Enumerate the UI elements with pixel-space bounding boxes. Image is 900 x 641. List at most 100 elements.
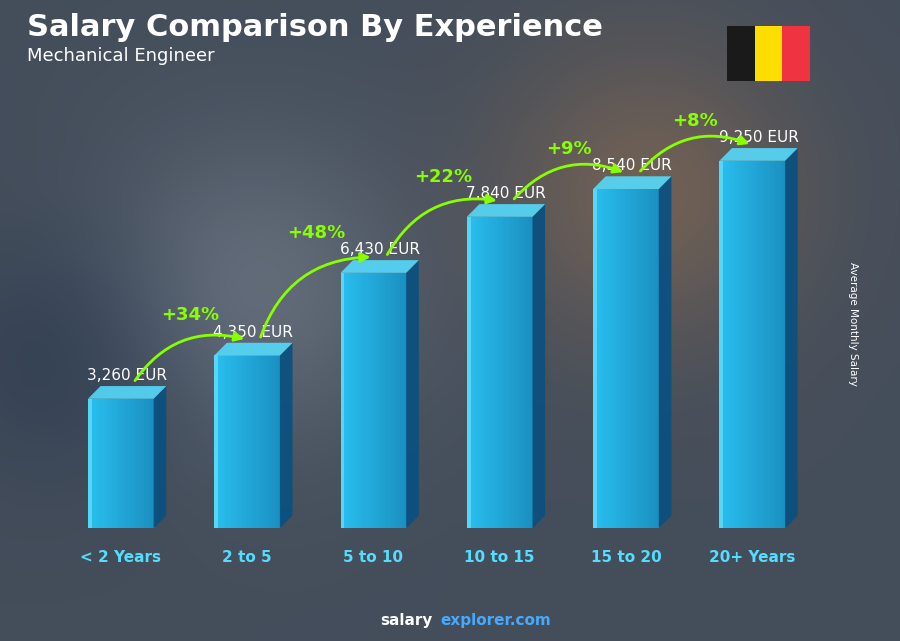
Bar <box>750 161 751 528</box>
Bar <box>654 189 655 528</box>
Bar <box>759 161 760 528</box>
Bar <box>728 161 729 528</box>
Bar <box>470 217 471 528</box>
Bar <box>514 217 515 528</box>
Bar <box>363 273 364 528</box>
Bar <box>779 161 780 528</box>
Bar <box>599 189 600 528</box>
Bar <box>257 356 259 528</box>
Text: explorer.com: explorer.com <box>440 613 551 628</box>
Bar <box>607 189 608 528</box>
Polygon shape <box>593 176 671 189</box>
Bar <box>245 356 246 528</box>
Bar <box>518 217 519 528</box>
Bar <box>501 217 502 528</box>
Bar <box>268 356 269 528</box>
Bar <box>391 273 392 528</box>
Bar <box>741 161 742 528</box>
Bar <box>520 217 521 528</box>
Bar <box>632 189 633 528</box>
Bar <box>506 217 507 528</box>
Text: 15 to 20: 15 to 20 <box>590 550 662 565</box>
Bar <box>219 356 220 528</box>
Bar <box>721 161 722 528</box>
Bar <box>279 356 280 528</box>
Bar <box>349 273 350 528</box>
Bar <box>114 399 115 528</box>
Bar <box>482 217 483 528</box>
Bar <box>631 189 632 528</box>
Bar <box>749 161 750 528</box>
Bar <box>254 356 255 528</box>
Bar <box>377 273 378 528</box>
Bar <box>347 273 348 528</box>
Bar <box>785 161 786 528</box>
Bar <box>758 161 759 528</box>
Bar <box>353 273 354 528</box>
Bar <box>532 217 533 528</box>
Bar <box>527 217 528 528</box>
Bar <box>103 399 104 528</box>
Bar <box>517 217 518 528</box>
Bar <box>481 217 482 528</box>
Bar <box>516 217 517 528</box>
Bar <box>524 217 525 528</box>
Bar <box>730 161 731 528</box>
Bar <box>474 217 475 528</box>
Bar <box>727 161 728 528</box>
Bar <box>394 273 395 528</box>
Bar <box>224 356 225 528</box>
Bar <box>89 399 90 528</box>
Bar <box>653 189 654 528</box>
Bar <box>604 189 605 528</box>
Bar <box>523 217 524 528</box>
Bar <box>248 356 249 528</box>
Bar <box>271 356 272 528</box>
Bar <box>362 273 363 528</box>
Bar <box>389 273 390 528</box>
Bar <box>623 189 624 528</box>
Bar <box>253 356 254 528</box>
Bar <box>471 217 472 528</box>
Bar <box>643 189 644 528</box>
Bar <box>124 399 125 528</box>
Bar <box>136 399 137 528</box>
Bar <box>117 399 118 528</box>
Bar <box>729 161 730 528</box>
Bar <box>244 356 245 528</box>
Bar <box>356 273 357 528</box>
Bar <box>382 273 383 528</box>
Bar <box>383 273 384 528</box>
Bar <box>605 189 606 528</box>
Bar <box>649 189 650 528</box>
Bar <box>232 356 233 528</box>
Bar <box>773 161 774 528</box>
Bar <box>146 399 147 528</box>
Bar <box>251 356 252 528</box>
Bar <box>235 356 236 528</box>
Bar <box>92 399 93 528</box>
Bar <box>246 356 247 528</box>
Bar <box>491 217 492 528</box>
Polygon shape <box>406 260 419 528</box>
Bar <box>243 356 244 528</box>
Bar <box>746 161 747 528</box>
Bar <box>129 399 130 528</box>
Bar <box>744 161 745 528</box>
Bar <box>612 189 613 528</box>
Bar <box>505 217 506 528</box>
Bar <box>127 399 128 528</box>
Bar <box>633 189 634 528</box>
Bar <box>356 273 357 528</box>
Bar <box>467 217 468 528</box>
Bar <box>641 189 642 528</box>
Bar <box>753 161 754 528</box>
Text: Salary Comparison By Experience: Salary Comparison By Experience <box>27 13 603 42</box>
Bar <box>370 273 371 528</box>
Bar <box>223 356 224 528</box>
Bar <box>743 161 744 528</box>
Bar <box>747 161 748 528</box>
Bar <box>233 356 235 528</box>
Bar <box>128 399 130 528</box>
Bar <box>770 161 771 528</box>
